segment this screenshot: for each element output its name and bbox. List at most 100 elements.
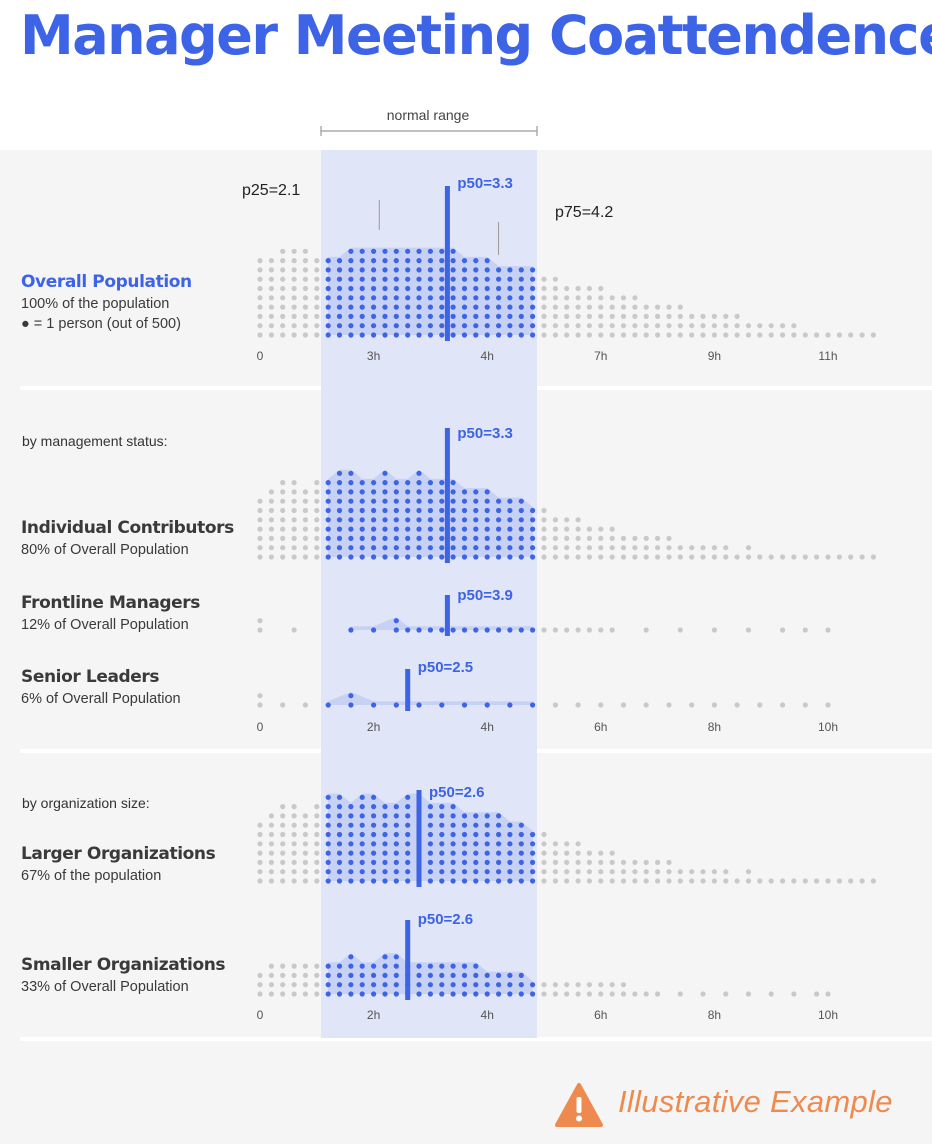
person-dot (450, 480, 456, 486)
person-dot (280, 507, 286, 514)
person-dot (336, 991, 343, 997)
person-dot (371, 489, 377, 495)
illustrative-example-label: Illustrative Example (618, 1084, 893, 1119)
person-dot (280, 554, 286, 560)
person-dot (450, 276, 456, 282)
person-dot (473, 627, 479, 633)
series-0: p50=3.3 0 3h 4h 7h 9h 11h (257, 175, 877, 363)
person-dot (450, 804, 456, 810)
person-dot (257, 313, 263, 319)
person-dot (393, 850, 399, 856)
person-dot (405, 859, 411, 866)
person-dot (802, 627, 808, 633)
person-dot (745, 991, 752, 997)
person-dot (620, 323, 627, 329)
person-dot (348, 517, 354, 523)
person-dot (632, 535, 638, 542)
person-dot (314, 963, 320, 969)
person-dot (496, 332, 502, 338)
person-dot (393, 489, 399, 495)
person-dot (382, 526, 388, 532)
person-dot (280, 276, 286, 282)
person-dot (496, 323, 502, 329)
person-dot (416, 276, 422, 282)
person-dot (655, 332, 661, 338)
person-dot (496, 545, 502, 551)
person-dot (325, 859, 331, 866)
person-dot (439, 841, 445, 847)
person-dot (802, 554, 808, 560)
person-dot (530, 554, 536, 560)
median-label: p50=3.3 (457, 175, 512, 192)
person-dot (439, 702, 445, 708)
person-dot (552, 545, 559, 551)
person-dot (461, 517, 468, 523)
person-dot (348, 267, 354, 273)
person-dot (586, 313, 593, 319)
person-dot (371, 295, 377, 301)
person-dot (405, 276, 411, 282)
person-dot (666, 313, 672, 319)
person-dot (689, 545, 695, 551)
person-dot (257, 295, 263, 301)
person-dot (643, 323, 649, 329)
median-label: p50=2.6 (418, 911, 473, 928)
person-dot (484, 972, 490, 979)
person-dot (280, 517, 286, 523)
person-dot (348, 878, 354, 884)
person-dot (598, 554, 604, 560)
person-dot (314, 878, 320, 884)
person-dot (564, 295, 570, 301)
person-dot (291, 267, 297, 273)
person-dot (371, 878, 377, 884)
person-dot (598, 982, 604, 988)
person-dot (325, 332, 331, 338)
person-dot (405, 507, 411, 514)
person-dot (416, 332, 422, 338)
median-label: p50=3.9 (457, 587, 512, 604)
person-dot (768, 554, 774, 560)
person-dot (564, 627, 570, 633)
person-dot (257, 498, 263, 504)
person-dot (575, 627, 581, 633)
person-dot (325, 507, 331, 514)
person-dot (825, 991, 831, 997)
person-dot (359, 831, 365, 838)
person-dot (416, 258, 422, 264)
person-dot (359, 498, 365, 504)
person-dot (427, 972, 433, 979)
person-dot (496, 822, 502, 828)
person-dot (280, 991, 286, 997)
person-dot (496, 535, 502, 542)
person-dot (393, 878, 399, 884)
x-tick-label: 9h (708, 349, 721, 363)
person-dot (416, 982, 422, 988)
person-dot (302, 295, 308, 301)
person-dot (439, 313, 445, 319)
person-dot (564, 304, 570, 310)
person-dot (348, 489, 354, 495)
person-dot (359, 869, 365, 875)
person-dot (450, 813, 456, 819)
person-dot (427, 545, 433, 551)
median-label: p50=2.5 (418, 659, 473, 676)
person-dot (677, 304, 683, 310)
person-dot (666, 304, 672, 310)
series-subtitle: 67% of the population (21, 868, 162, 884)
person-dot (371, 545, 377, 551)
person-dot (348, 841, 354, 847)
person-dot (348, 869, 354, 875)
person-dot (711, 878, 718, 884)
person-dot (371, 498, 377, 504)
person-dot (575, 304, 581, 310)
person-dot (609, 295, 615, 301)
person-dot (473, 963, 479, 969)
person-dot (586, 285, 593, 292)
person-dot (586, 982, 593, 988)
person-dot (348, 627, 354, 633)
person-dot (598, 535, 604, 542)
person-dot (314, 841, 320, 847)
person-dot (473, 304, 479, 310)
person-dot (393, 285, 399, 292)
person-dot (496, 507, 502, 514)
